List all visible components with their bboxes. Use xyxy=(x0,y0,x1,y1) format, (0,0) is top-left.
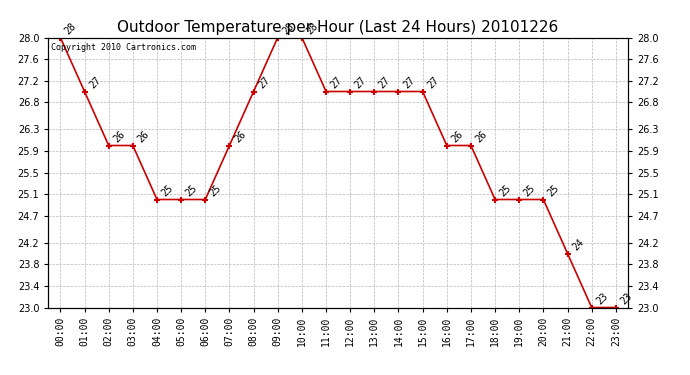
Text: 25: 25 xyxy=(522,183,538,199)
Text: 23: 23 xyxy=(619,291,634,307)
Text: 27: 27 xyxy=(257,75,272,91)
Text: 27: 27 xyxy=(377,75,393,91)
Text: 27: 27 xyxy=(329,75,344,91)
Text: 25: 25 xyxy=(208,183,224,199)
Text: 26: 26 xyxy=(112,129,127,145)
Text: 28: 28 xyxy=(281,21,296,37)
Text: 26: 26 xyxy=(450,129,465,145)
Text: 28: 28 xyxy=(305,21,320,37)
Text: 27: 27 xyxy=(353,75,368,91)
Text: 25: 25 xyxy=(498,183,513,199)
Text: 25: 25 xyxy=(184,183,199,199)
Text: 28: 28 xyxy=(63,21,79,37)
Text: 27: 27 xyxy=(402,75,417,91)
Text: 27: 27 xyxy=(88,75,103,91)
Text: 26: 26 xyxy=(233,129,248,145)
Text: 27: 27 xyxy=(426,75,441,91)
Text: 25: 25 xyxy=(160,183,175,199)
Text: 26: 26 xyxy=(474,129,489,145)
Text: 23: 23 xyxy=(595,291,610,307)
Text: 26: 26 xyxy=(136,129,151,145)
Text: 25: 25 xyxy=(546,183,562,199)
Title: Outdoor Temperature per Hour (Last 24 Hours) 20101226: Outdoor Temperature per Hour (Last 24 Ho… xyxy=(117,20,559,35)
Text: 24: 24 xyxy=(571,237,586,253)
Text: Copyright 2010 Cartronics.com: Copyright 2010 Cartronics.com xyxy=(51,43,196,52)
